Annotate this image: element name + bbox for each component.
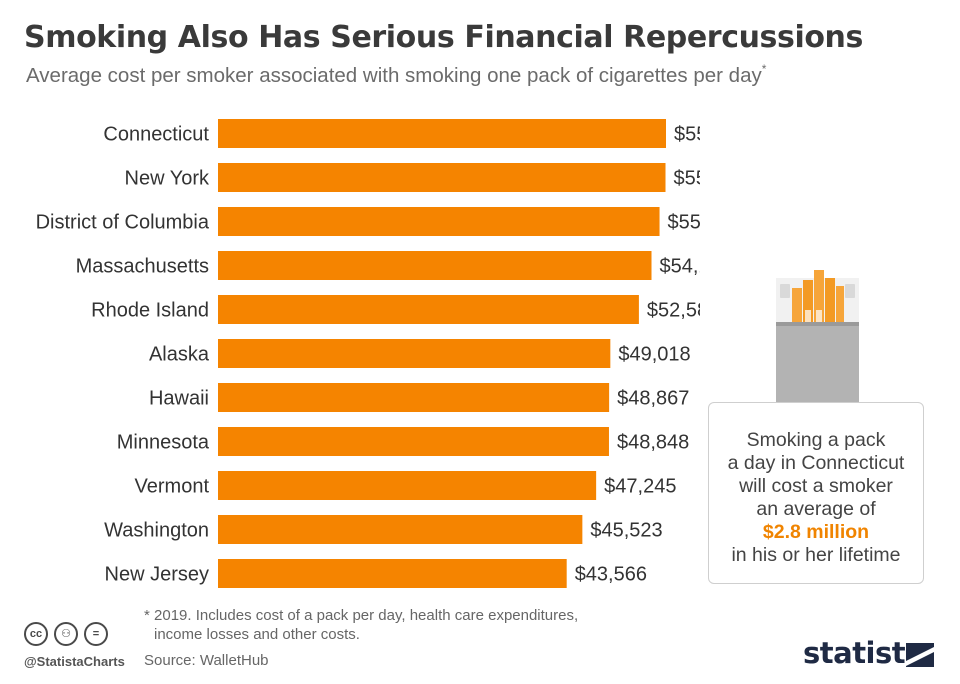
category-label: Connecticut [103, 124, 209, 146]
callout-line-4: an average of [756, 498, 876, 520]
value-label: $55,167 [668, 212, 700, 234]
footnote-line-1: * 2019. Includes cost of a pack per day,… [144, 607, 579, 624]
value-label: $47,245 [604, 476, 676, 498]
value-label: $55,911 [674, 168, 700, 190]
value-label: $48,867 [617, 388, 689, 410]
category-label: New York [125, 168, 210, 190]
footnote: * 2019. Includes cost of a pack per day,… [144, 606, 578, 644]
category-label: Washington [104, 520, 209, 542]
value-label: $54,162 [660, 256, 700, 278]
callout-highlight-value: $2.8 million [762, 521, 870, 543]
chart-title: Smoking Also Has Serious Financial Reper… [24, 20, 863, 55]
bar-connecticut[interactable] [218, 119, 666, 148]
value-label: $48,848 [617, 432, 689, 454]
attribution-icon[interactable]: ⚇ [54, 622, 78, 646]
statista-logo[interactable]: statista [803, 636, 925, 670]
chart-subtitle: Average cost per smoker associated with … [26, 62, 767, 88]
value-label: $43,566 [575, 564, 647, 586]
statista-logo-icon [906, 643, 934, 667]
category-label: District of Columbia [36, 212, 210, 234]
footnote-line-2: income losses and other costs. [154, 626, 360, 643]
bar-vermont[interactable] [218, 471, 597, 500]
value-label: $55,973 [674, 124, 700, 146]
category-label: Rhode Island [91, 300, 209, 322]
callout-line-1: Smoking a pack [746, 429, 886, 451]
bar-district-of-columbia[interactable] [218, 207, 660, 236]
callout-line-3: will cost a smoker [739, 475, 893, 497]
category-label: Minnesota [117, 432, 210, 454]
category-label: New Jersey [105, 564, 209, 586]
bar-rhode-island[interactable] [218, 295, 639, 324]
category-label: Alaska [149, 344, 210, 366]
category-label: Vermont [135, 476, 210, 498]
bar-massachusetts[interactable] [218, 251, 652, 280]
bar-minnesota[interactable] [218, 427, 609, 456]
callout-line-2: a day in Connecticut [727, 452, 905, 474]
callout-line-5: in his or her lifetime [731, 544, 901, 566]
subtitle-text: Average cost per smoker associated with … [26, 64, 762, 87]
category-label: Hawaii [149, 388, 209, 410]
social-handle[interactable]: @StatistaCharts [24, 654, 125, 669]
category-label: Massachusetts [76, 256, 209, 278]
bar-new-york[interactable] [218, 163, 666, 192]
value-label: $52,588 [647, 300, 700, 322]
bar-washington[interactable] [218, 515, 583, 544]
bar-alaska[interactable] [218, 339, 611, 368]
subtitle-footnote-mark: * [761, 62, 767, 76]
value-label: $45,523 [590, 520, 662, 542]
bar-new-jersey[interactable] [218, 559, 567, 588]
callout-box: Smoking a pack a day in Connecticut will… [708, 402, 924, 584]
bar-chart: Connecticut $55,973 New York $55,911 Distric… [36, 119, 700, 588]
creative-commons-icon[interactable]: cc [24, 622, 48, 646]
cigarette-pack-icon [776, 270, 859, 402]
bar-hawaii[interactable] [218, 383, 610, 412]
no-derivatives-icon[interactable]: = [84, 622, 108, 646]
value-label: $49,018 [618, 344, 690, 366]
source-text: Source: WalletHub [144, 652, 269, 669]
license-icons: cc ⚇ = [24, 622, 108, 646]
